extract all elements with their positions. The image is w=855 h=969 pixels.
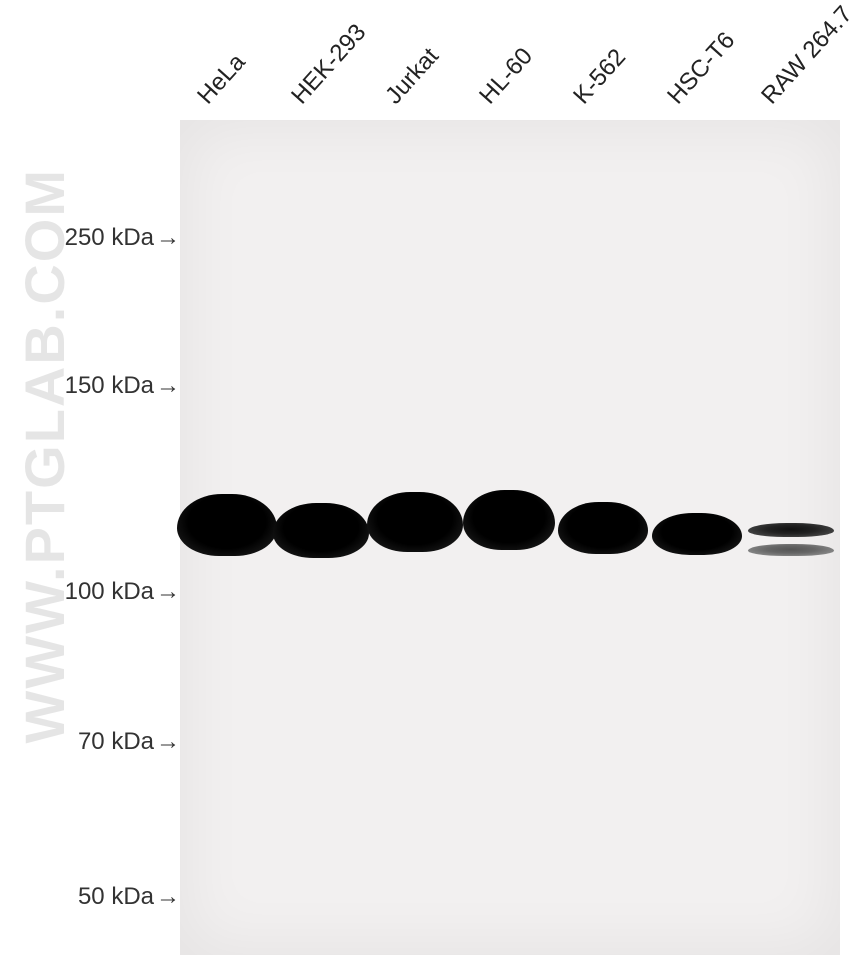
band <box>367 492 463 552</box>
size-marker-label: 150 kDa <box>65 372 154 400</box>
lane-label: HEK-293 <box>286 19 372 110</box>
lane-label: HL-60 <box>474 43 539 110</box>
band <box>748 523 834 537</box>
size-marker-label: 100 kDa <box>65 578 154 606</box>
size-marker: 250 kDa→ <box>65 224 180 252</box>
arrow-right-icon: → <box>156 374 180 398</box>
lane-label: Jurkat <box>380 43 445 110</box>
arrow-right-icon: → <box>156 730 180 754</box>
band <box>177 494 277 556</box>
blot-membrane <box>180 120 840 955</box>
lane-label: HSC-T6 <box>662 27 741 110</box>
lane-label: RAW 264.7 <box>756 1 855 110</box>
size-marker: 50 kDa→ <box>78 883 180 911</box>
band <box>652 513 742 555</box>
band <box>748 544 834 556</box>
band <box>273 503 369 558</box>
band <box>558 502 648 554</box>
size-marker-label: 50 kDa <box>78 883 154 911</box>
arrow-right-icon: → <box>156 885 180 909</box>
size-marker-column: 250 kDa→150 kDa→100 kDa→70 kDa→50 kDa→ <box>0 0 180 969</box>
lane-label-row: HeLaHEK-293JurkatHL-60K-562HSC-T6RAW 264… <box>180 0 840 120</box>
arrow-right-icon: → <box>156 580 180 604</box>
band <box>463 490 555 550</box>
size-marker: 70 kDa→ <box>78 728 180 756</box>
size-marker: 100 kDa→ <box>65 578 180 606</box>
lane-label: K-562 <box>568 44 632 110</box>
size-marker-label: 250 kDa <box>65 224 154 252</box>
size-marker-label: 70 kDa <box>78 728 154 756</box>
size-marker: 150 kDa→ <box>65 372 180 400</box>
arrow-right-icon: → <box>156 226 180 250</box>
lane-label: HeLa <box>192 49 251 110</box>
